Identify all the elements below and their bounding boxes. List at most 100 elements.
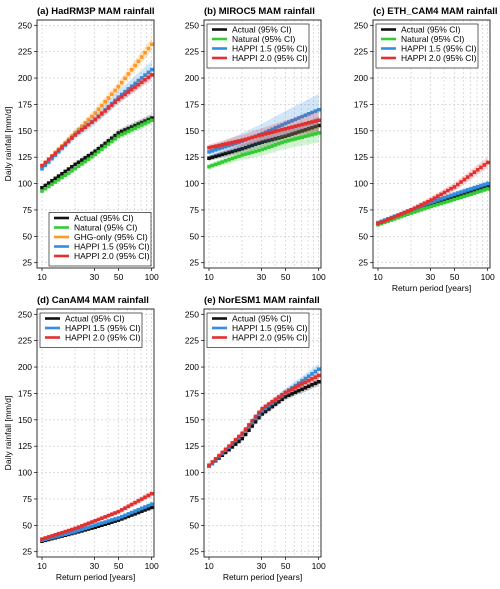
x-tick-label: 30	[257, 272, 267, 282]
data-point	[96, 107, 101, 111]
data-point	[382, 219, 387, 223]
data-point	[267, 131, 271, 135]
x-tick-label: 100	[145, 272, 159, 282]
data-point	[120, 508, 124, 512]
data-point	[310, 377, 314, 381]
plot-frame	[203, 19, 322, 269]
data-point	[46, 160, 51, 164]
data-point	[270, 399, 274, 404]
data-point	[86, 521, 91, 526]
data-point	[80, 124, 84, 128]
data-point	[83, 125, 87, 129]
y-tick-label: 200	[18, 362, 32, 372]
series-happi-2-0	[40, 490, 154, 541]
x-tick-label: 100	[481, 272, 495, 282]
data-point	[80, 158, 84, 162]
data-point	[459, 180, 463, 184]
y-tick-label: 200	[185, 362, 199, 372]
data-point	[253, 414, 258, 419]
data-point	[316, 380, 321, 384]
data-point	[146, 506, 151, 511]
data-point	[429, 204, 433, 209]
data-point	[303, 113, 308, 117]
data-point	[50, 534, 54, 538]
series-happi-2-0	[376, 157, 490, 226]
data-point	[306, 378, 311, 383]
data-point	[283, 390, 288, 395]
data-point	[50, 182, 54, 187]
data-point	[263, 132, 268, 136]
data-point	[462, 177, 467, 182]
data-point	[446, 199, 450, 204]
data-point	[472, 170, 477, 174]
legend-entry: Actual (95% CI)	[401, 25, 461, 35]
data-point	[396, 215, 400, 220]
data-point	[439, 197, 443, 201]
data-point	[267, 402, 271, 406]
data-point	[296, 116, 301, 120]
data-point	[63, 529, 68, 534]
data-point	[217, 146, 221, 151]
data-point	[136, 78, 141, 83]
panel-title: (c) ETH_CAM4 MAM rainfall	[373, 6, 498, 17]
data-point	[73, 529, 77, 534]
data-point	[100, 516, 104, 520]
chart-panel-2: 10 30 50 100 25 50 75 100 125 150 175 200 225 250 (b) …	[185, 6, 326, 282]
data-point	[90, 526, 94, 530]
data-point	[306, 126, 311, 131]
x-tick-label: 100	[312, 561, 326, 571]
data-point	[230, 445, 235, 449]
y-tick-label: 225	[18, 47, 32, 57]
y-tick-label: 150	[185, 126, 199, 136]
data-point	[207, 156, 211, 160]
data-point	[442, 195, 447, 200]
data-point	[63, 532, 68, 536]
data-point	[149, 116, 154, 120]
data-point	[96, 517, 101, 522]
data-point	[313, 381, 318, 386]
data-point	[90, 114, 94, 119]
data-point	[83, 159, 87, 164]
data-point	[103, 141, 107, 146]
data-point	[129, 87, 134, 92]
data-point	[60, 172, 64, 176]
data-point	[386, 217, 390, 222]
data-point	[43, 183, 48, 188]
data-point	[277, 141, 281, 146]
data-point	[80, 527, 84, 532]
data-point	[210, 149, 215, 153]
data-point	[240, 436, 244, 441]
data-point	[116, 84, 121, 89]
data-point	[227, 150, 231, 155]
data-point	[310, 372, 314, 376]
x-tick-label: 10	[37, 272, 47, 282]
data-point	[475, 187, 480, 191]
y-tick-label: 50	[190, 231, 200, 241]
y-tick-label: 100	[185, 179, 199, 189]
data-point	[103, 99, 107, 104]
data-point	[113, 88, 117, 93]
data-point	[93, 523, 97, 527]
data-point	[96, 114, 101, 119]
panel-title: (a) HadRM3P MAM rainfall	[37, 6, 155, 17]
data-point	[56, 178, 61, 182]
legend-entry: HAPPI 2.0 (95% CI)	[232, 53, 308, 63]
y-tick-label: 175	[18, 388, 32, 398]
data-point	[113, 133, 117, 138]
data-point	[233, 139, 238, 144]
y-tick-label: 125	[18, 441, 32, 451]
data-point	[123, 128, 127, 132]
data-point	[247, 144, 251, 149]
data-point	[83, 156, 87, 160]
y-tick-label: 25	[23, 547, 33, 557]
data-point	[456, 191, 460, 195]
data-point	[303, 134, 308, 139]
data-point	[223, 144, 228, 149]
data-point	[120, 80, 124, 85]
y-tick-label: 250	[185, 20, 199, 30]
data-point	[73, 162, 77, 167]
data-point	[139, 497, 144, 501]
data-point	[306, 374, 311, 378]
data-point	[270, 127, 274, 132]
